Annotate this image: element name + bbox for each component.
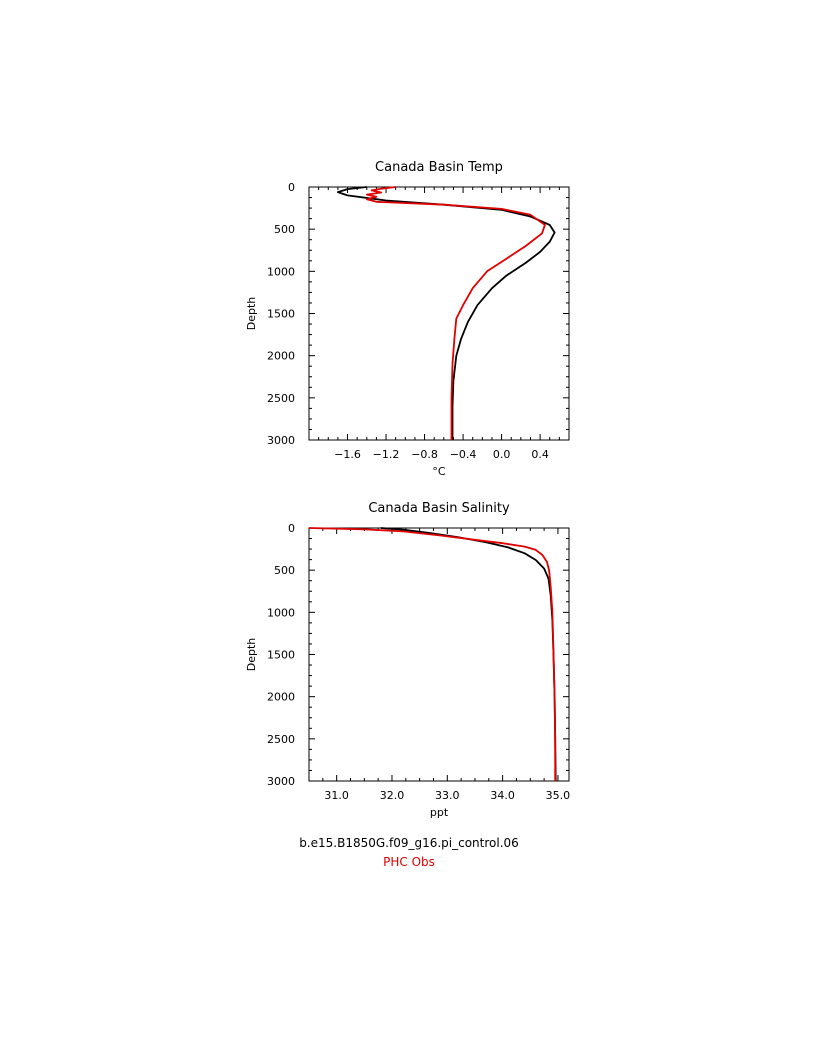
x-tick-label: 0.4: [531, 448, 549, 461]
model-profile-line: [380, 527, 557, 782]
y-tick-label: 1500: [267, 649, 295, 662]
y-tick-label: 1000: [267, 265, 295, 278]
legend-model-label: b.e15.B1850G.f09_g16.pi_control.06: [299, 836, 519, 850]
plot-frame: [308, 186, 570, 441]
x-axis-label: ppt: [430, 806, 449, 819]
y-tick-label: 1000: [267, 606, 295, 619]
y-tick-label: 2500: [267, 392, 295, 405]
x-tick-label: 35.0: [546, 789, 571, 802]
y-tick-label: 2000: [267, 350, 295, 363]
y-axis-label: Depth: [245, 297, 258, 331]
y-tick-label: 0: [288, 181, 295, 194]
y-tick-label: 500: [274, 223, 295, 236]
plot-frame: [308, 527, 570, 782]
y-tick-label: 1500: [267, 308, 295, 321]
x-tick-label: 31.0: [324, 789, 349, 802]
y-tick-label: 2500: [267, 733, 295, 746]
x-tick-label: 34.0: [490, 789, 515, 802]
x-axis-label: °C: [432, 465, 446, 478]
salinity-panel: Canada Basin Salinity 31.0 32.0 33.0 34.0 35.…: [245, 501, 570, 819]
x-tick-label: 32.0: [380, 789, 405, 802]
obs-profile-line: [365, 186, 546, 440]
x-tick-label: −0.8: [411, 448, 438, 461]
y-tick-label: 0: [288, 522, 295, 535]
x-tick-label: −1.6: [334, 448, 361, 461]
y-tick-label: 3000: [267, 775, 295, 788]
y-tick-label: 2000: [267, 691, 295, 704]
chart-title: Canada Basin Salinity: [368, 501, 510, 516]
obs-profile-line: [308, 527, 557, 781]
x-tick-label: 33.0: [435, 789, 460, 802]
model-profile-line: [337, 186, 556, 440]
x-tick-label: −0.4: [450, 448, 477, 461]
y-tick-label: 3000: [267, 434, 295, 447]
legend-obs-label: PHC Obs: [383, 855, 435, 869]
temperature-panel: Canada Basin Temp −1.6 −1.2 −0.8 −0.4 0.0 0.4 0…: [245, 160, 570, 478]
y-axis-label: Depth: [245, 638, 258, 672]
x-tick-label: 0.0: [493, 448, 511, 461]
y-tick-label: 500: [274, 564, 295, 577]
x-tick-label: −1.2: [373, 448, 400, 461]
chart-title: Canada Basin Temp: [375, 160, 503, 175]
